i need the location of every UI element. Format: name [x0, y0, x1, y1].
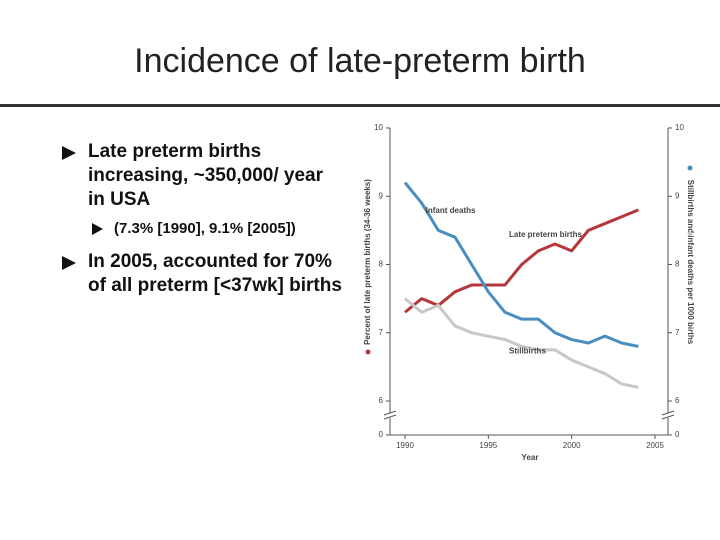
axis-break-mark — [661, 414, 675, 420]
bullet-list: Late preterm births increasing, ~350,000… — [60, 140, 350, 304]
y2-tick-label: 7 — [675, 328, 680, 337]
axis-break-mark — [383, 414, 397, 420]
y2-tick-label: 0 — [675, 430, 680, 439]
bullet: Late preterm births increasing, ~350,000… — [60, 140, 343, 212]
y2-tick-label: 6 — [675, 396, 680, 405]
x-tick-label: 1995 — [479, 441, 497, 450]
title-rule — [0, 104, 720, 107]
series-label: Infant deaths — [426, 206, 476, 215]
legend-dot — [687, 231, 693, 237]
x-tick-label: 2005 — [646, 441, 664, 450]
bullet-text: (7.3% [1990], 9.1% [2005]) — [114, 220, 296, 237]
series-line — [404, 208, 639, 314]
bullet-text: Late preterm births increasing, ~350,000… — [88, 141, 324, 210]
axis-break — [662, 413, 674, 418]
y-tick-label: 8 — [379, 260, 384, 269]
slide-title: Incidence of late-preterm birth — [134, 42, 586, 80]
y2-tick-label: 8 — [675, 260, 680, 269]
axis-break — [384, 413, 396, 418]
series-label: Late preterm births — [509, 230, 582, 239]
y-axis-label: Percent of late preterm births (34-36 we… — [363, 179, 372, 345]
y2-axis-label: Stillbirths and infant deaths per 1000 b… — [686, 180, 695, 345]
y-tick-label: 6 — [379, 396, 384, 405]
legend-dot — [365, 349, 371, 355]
sub-bullet: (7.3% [1990], 9.1% [2005]) — [90, 218, 304, 240]
series-line — [404, 297, 639, 389]
series-line — [403, 181, 639, 348]
bullet-arrow — [92, 223, 103, 235]
bullet-arrow — [62, 146, 76, 160]
legend-dot — [687, 165, 693, 171]
y-tick-label: 9 — [379, 191, 384, 200]
y2-tick-label: 10 — [675, 123, 684, 132]
bullet-arrow — [62, 256, 76, 270]
x-axis-label: Year — [522, 453, 539, 462]
axis-break-mark — [383, 410, 397, 416]
x-tick-label: 1990 — [396, 441, 414, 450]
y2-tick-label: 9 — [675, 191, 680, 200]
x-tick-label: 2000 — [563, 441, 581, 450]
bullet-text: In 2005, accounted for 70% of all preter… — [88, 251, 342, 296]
y-tick-label: 7 — [379, 328, 384, 337]
series-label: Stillbirths — [509, 347, 546, 356]
y-tick-label: 0 — [379, 430, 384, 439]
y-tick-label: 10 — [374, 123, 383, 132]
axis-break-mark — [661, 410, 675, 416]
bullet: In 2005, accounted for 70% of all preter… — [60, 250, 343, 298]
